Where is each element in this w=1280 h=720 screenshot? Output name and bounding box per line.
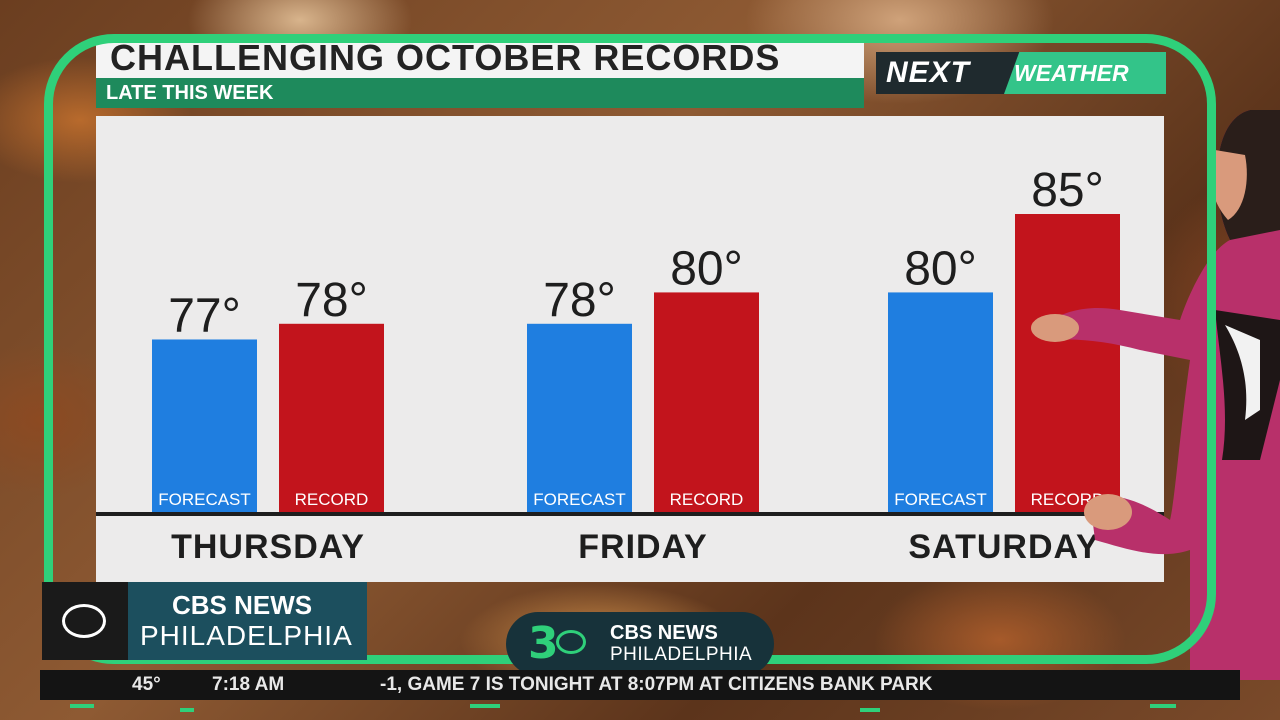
forecast-bar-friday [527,323,632,512]
record-value-label-friday: 80° [670,242,743,295]
ticker-time: 7:18 AM [212,674,285,695]
forecast-value-label-saturday: 80° [904,242,977,295]
cbs-philadelphia-logo: CBS NEWS PHILADELPHIA [42,582,367,660]
title-bar: CHALLENGING OCTOBER RECORDS [96,38,864,78]
record-series-label-friday: RECORD [670,490,744,509]
forecast-series-label-saturday: FORECAST [894,490,987,509]
forecast-bar-saturday [888,292,993,512]
logo-network-name: CBS NEWS [172,590,313,620]
logo-city-name: PHILADELPHIA [140,620,353,651]
chart-title: CHALLENGING OCTOBER RECORDS [110,38,781,78]
ticker-decoration [70,704,1176,712]
brand-weather-text: WEATHER [1014,60,1129,86]
category-label-saturday: SATURDAY [908,528,1099,566]
cbs-eye-icon [62,604,106,638]
news-ticker: 45° 7:18 AM -1, GAME 7 IS TONIGHT AT 8:0… [40,670,1240,700]
pill-city-name: PHILADELPHIA [610,644,753,665]
brand-next-text: NEXT [886,56,971,89]
forecast-bar-thursday [152,339,257,512]
pill-network-name: CBS NEWS [610,622,718,644]
ticker-headline: -1, GAME 7 IS TONIGHT AT 8:07PM AT CITIZ… [380,674,933,695]
next-weather-logo: NEXT WEATHER [876,52,1166,94]
subtitle-bar: LATE THIS WEEK [96,78,864,108]
forecast-value-label-friday: 78° [543,274,616,327]
forecast-value-label-thursday: 77° [168,289,241,342]
record-bar-thursday [279,323,384,512]
forecast-series-label-thursday: FORECAST [158,490,251,509]
channel-number: 3 [528,618,559,669]
category-label-friday: FRIDAY [578,528,707,566]
chart-subtitle: LATE THIS WEEK [106,82,274,104]
chart-baseline [96,512,1164,516]
record-series-label-thursday: RECORD [295,490,369,509]
record-bar-saturday [1015,214,1120,512]
record-series-label-saturday: RECORD [1031,490,1105,509]
cbs-eye-icon [556,630,586,654]
record-bar-friday [654,292,759,512]
category-label-thursday: THURSDAY [171,528,365,566]
record-value-label-thursday: 78° [295,274,368,327]
cbs3-icon [42,582,128,660]
record-value-label-saturday: 85° [1031,164,1104,217]
cbs3-pill-logo: 3 CBS NEWS PHILADELPHIA [506,612,774,676]
presenter-figure [1031,110,1280,680]
forecast-series-label-friday: FORECAST [533,490,626,509]
ticker-temperature: 45° [132,674,161,695]
